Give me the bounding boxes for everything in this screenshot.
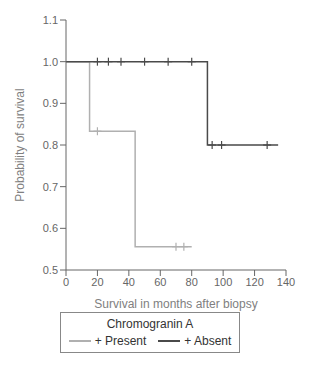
svg-text:1.0: 1.0: [43, 56, 58, 68]
svg-text:0.7: 0.7: [43, 181, 58, 193]
svg-text:0: 0: [63, 276, 69, 288]
svg-text:140: 140: [277, 276, 295, 288]
svg-text:Probability of survival: Probability of survival: [13, 88, 27, 201]
svg-text:Survival in months after biops: Survival in months after biopsy: [94, 297, 257, 311]
svg-text:0.9: 0.9: [43, 97, 58, 109]
svg-text:0.5: 0.5: [43, 264, 58, 276]
svg-text:40: 40: [123, 276, 135, 288]
html-text:Chromogranin A: Chromogranin A: [106, 317, 194, 331]
svg-text:120: 120: [245, 276, 263, 288]
svg-text:100: 100: [214, 276, 232, 288]
html-text:+ Absent: + Absent: [184, 334, 232, 348]
svg-text:0.8: 0.8: [43, 139, 58, 151]
svg-text:20: 20: [91, 276, 103, 288]
svg-text:60: 60: [154, 276, 166, 288]
html-text:+ Present: + Present: [94, 334, 147, 348]
svg-text:0.6: 0.6: [43, 222, 58, 234]
svg-text:80: 80: [186, 276, 198, 288]
svg-text:1.1: 1.1: [43, 14, 58, 26]
